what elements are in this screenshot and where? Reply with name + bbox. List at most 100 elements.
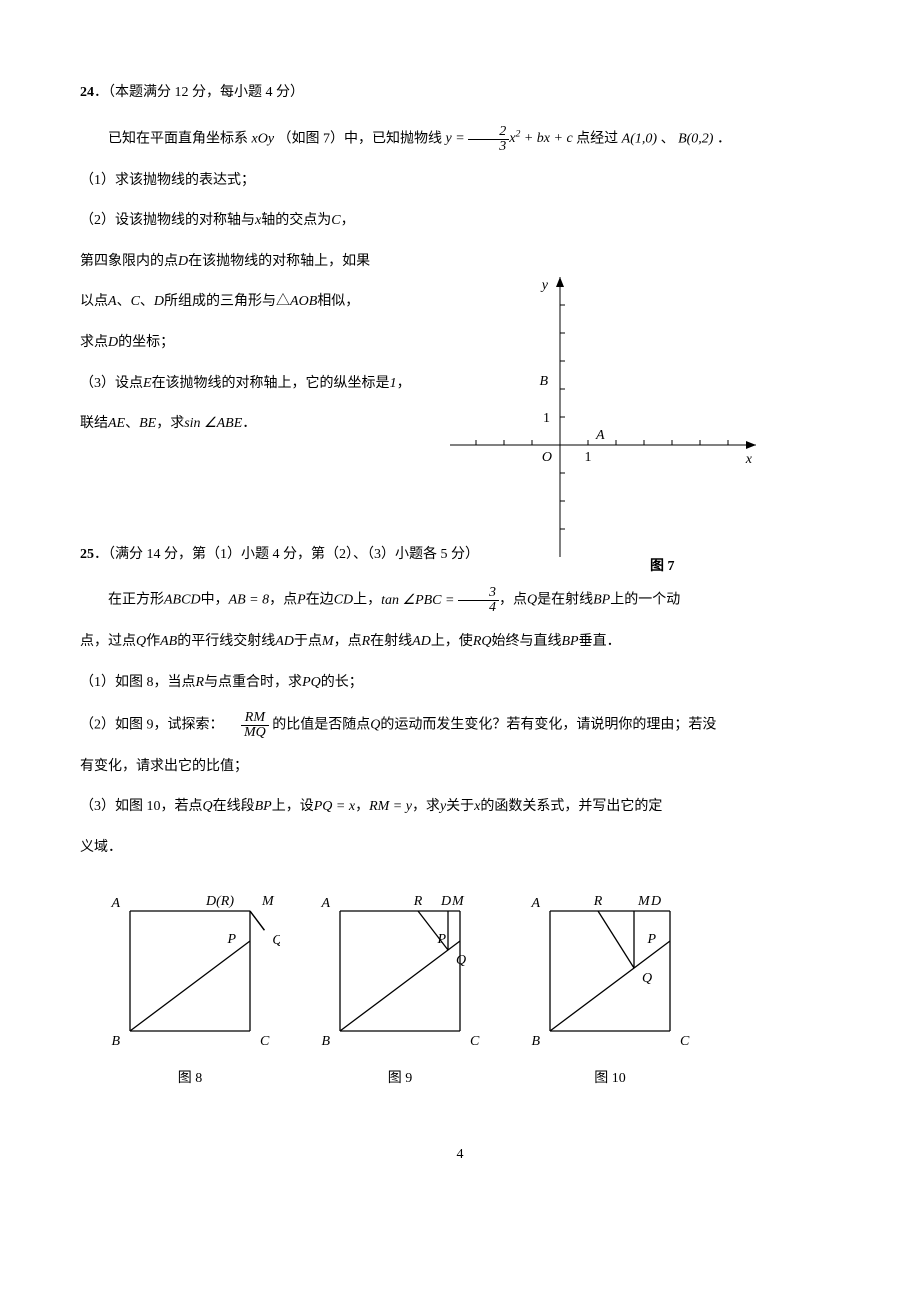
txt: （2）设该抛物线的对称轴与 [80,213,255,228]
txt: 的函数关系式，并写出它的定 [480,799,662,814]
figure-7: Oxy11AB 图 7 [450,245,780,585]
svg-text:1: 1 [543,411,550,426]
svg-text:D: D [650,894,661,909]
txt: 所组成的三角形与△ [164,294,290,309]
prob25-q3b-line: 义域． [80,835,840,862]
txt: 第四象限内的点 [80,254,178,269]
txt: 于点 [294,634,322,649]
AE: AE [108,416,125,431]
sin: sin ∠ABE [184,416,242,431]
R: R [196,675,205,690]
figure-7-svg: Oxy11AB [450,245,780,585]
txt: 求点 [80,335,108,350]
BE: BE [139,416,156,431]
prob24-q1: （1）求该抛物线的表达式； [80,168,510,195]
D: D [108,335,118,350]
txt: 点，过点 [80,634,136,649]
txt: 的长； [321,675,363,690]
figure-9-svg: RDMABCPQ [310,891,490,1061]
AB8: AB = 8 [229,593,270,608]
Q: Q [203,799,213,814]
txt: 、 [661,131,675,146]
txt: 的运动而发生变化？若有变化，请说明你的理由；若没 [380,717,716,732]
svg-text:A: A [320,896,330,911]
page-number: 4 [80,1147,840,1163]
P: P [297,593,306,608]
prob25-num: 25 [80,547,94,562]
txt: 的比值是否随点 [272,717,370,732]
C: C [131,294,140,309]
D: D [178,254,188,269]
num: RM [241,711,269,726]
figure-7-caption: 图 7 [650,555,675,575]
svg-text:P: P [646,932,656,947]
Q: Q [527,593,537,608]
prob25-q2: （2）如图 9，试探索： RMMQ 的比值是否随点Q的运动而发生变化？若有变化，… [80,711,840,740]
txt: 相似， [317,294,359,309]
BP: BP [255,799,272,814]
txt: 重合时，求 [232,675,302,690]
txt: 、 [117,294,131,309]
prob24-q2-l2: 第四象限内的点D在该抛物线的对称轴上，如果 [80,249,510,276]
txt: （1）如图 8，当点 [80,675,196,690]
ABCD: ABCD [164,593,201,608]
txt: 在线段 [213,799,255,814]
txt: + bx + c [520,131,572,146]
svg-text:M: M [261,894,275,909]
txt: 在正方形 [108,593,164,608]
txt: ． [717,131,731,146]
PQ: PQ [302,675,321,690]
txt: 在该抛物线的对称轴上，它的纵坐标是 [152,376,390,391]
txt: 上，设 [272,799,314,814]
txt: 上， [353,593,381,608]
txt: 联结 [80,416,108,431]
figure-9: RDMABCPQ 图 9 [310,891,490,1087]
txt: （如图 7）中，已知抛物线 [278,131,443,146]
AD: AD [412,634,431,649]
BP: BP [561,634,578,649]
AB: AB [160,634,177,649]
figure-8-svg: D(R)MABCPQ [100,891,280,1061]
Q: Q [136,634,146,649]
svg-text:A: A [595,428,605,443]
figure-10: RDMABCPQ 图 10 [520,891,700,1087]
prob24-num: 24 [80,85,94,100]
figures-row: D(R)MABCPQ 图 8 RDMABCPQ 图 9 RDMABCPQ 图 1… [80,891,840,1087]
num: 3 [458,586,499,601]
prob24-htail: ．（本题满分 12 分，每小题 4 分） [94,85,304,100]
svg-text:A: A [530,896,540,911]
num: 2 [468,125,509,140]
B-pt: B(0,2) [678,131,713,146]
txt: （3）设点 [80,376,143,391]
txt: 与点 [204,675,232,690]
svg-text:M: M [637,894,651,909]
M: M [322,634,334,649]
prob24-q2-l3: 以点A、C、D所组成的三角形与△AOB相似， [80,289,510,316]
prob25-q1: （1）如图 8，当点R与点重合时，求PQ的长； [80,670,840,697]
txt: 的坐标； [118,335,174,350]
svg-text:1: 1 [585,450,592,465]
figure-10-svg: RDMABCPQ [520,891,700,1061]
txt: ，点 [269,593,297,608]
figure-8-caption: 图 8 [100,1067,280,1087]
parabola-eq: y = 23x2 + bx + c [446,131,577,146]
D: D [154,294,164,309]
prob24-q2-l1: （2）设该抛物线的对称轴与x轴的交点为C， [80,208,510,235]
txt: （3）如图 10，若点 [80,799,203,814]
BP: BP [593,593,610,608]
svg-text:D(R): D(R) [205,894,234,909]
txt: 点经过 [576,131,618,146]
AD: AD [275,634,294,649]
svg-text:C: C [680,1034,690,1049]
den: 4 [458,601,499,615]
svg-text:B: B [111,1034,120,1049]
txt: ， [355,799,369,814]
svg-text:Q: Q [456,953,466,968]
txt: 是在射线 [537,593,593,608]
CD: CD [334,593,353,608]
A-pt: A(1,0) [622,131,657,146]
txt: 、 [140,294,154,309]
svg-text:Q: Q [272,934,280,949]
svg-text:A: A [110,896,120,911]
txt: y = [446,131,469,146]
